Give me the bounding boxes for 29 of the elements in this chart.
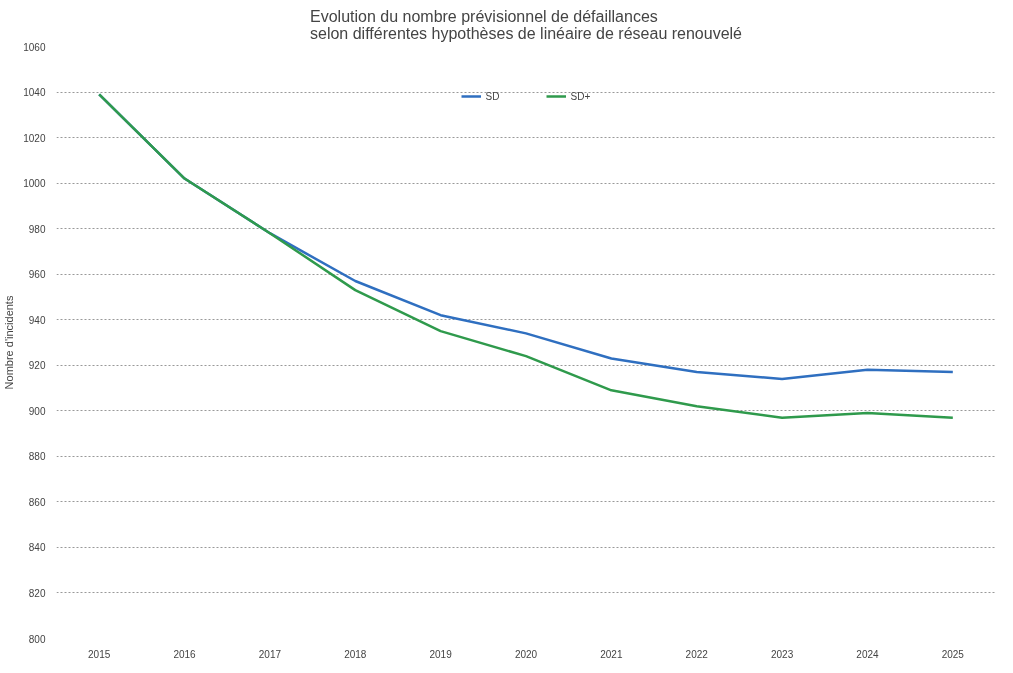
x-tick-label: 2024 xyxy=(856,648,880,660)
x-tick-label: 2025 xyxy=(941,648,965,660)
y-tick-label: 1020 xyxy=(23,132,46,144)
y-tick-label: 800 xyxy=(28,633,46,645)
x-tick-label: 2023 xyxy=(770,648,794,660)
y-tick-label: 900 xyxy=(28,405,46,417)
y-axis-title: Nombre d'incidents xyxy=(3,295,16,390)
x-tick-label: 2016 xyxy=(173,648,197,660)
x-tick-label: 2018 xyxy=(344,648,367,660)
x-tick-label: 2020 xyxy=(514,648,538,660)
x-tick-label: 2019 xyxy=(429,648,453,660)
legend-label: SD xyxy=(485,90,501,102)
x-tick-label: 2015 xyxy=(88,648,111,660)
y-tick-label: 1000 xyxy=(23,178,46,190)
y-tick-label: 980 xyxy=(28,223,46,235)
y-tick-label: 920 xyxy=(28,360,46,372)
chart-title: Evolution du nombre prévisionnel de défaillances selon différentes hypothèses de linéaire de réseau renouvelé xyxy=(310,7,743,42)
y-tick-label: 860 xyxy=(28,496,46,508)
legend-label: SD+ xyxy=(570,90,591,102)
y-tick-label: 1040 xyxy=(23,87,46,99)
y-tick-label: 960 xyxy=(28,269,46,281)
y-tick-label: 1060 xyxy=(23,41,46,53)
y-tick-label: 820 xyxy=(28,587,46,599)
y-tick-label: 940 xyxy=(28,314,46,326)
x-tick-label: 2021 xyxy=(600,648,623,660)
x-tick-label: 2017 xyxy=(258,648,282,660)
y-tick-label: 880 xyxy=(28,451,46,463)
y-tick-label: 840 xyxy=(28,542,46,554)
x-tick-label: 2022 xyxy=(685,648,709,660)
